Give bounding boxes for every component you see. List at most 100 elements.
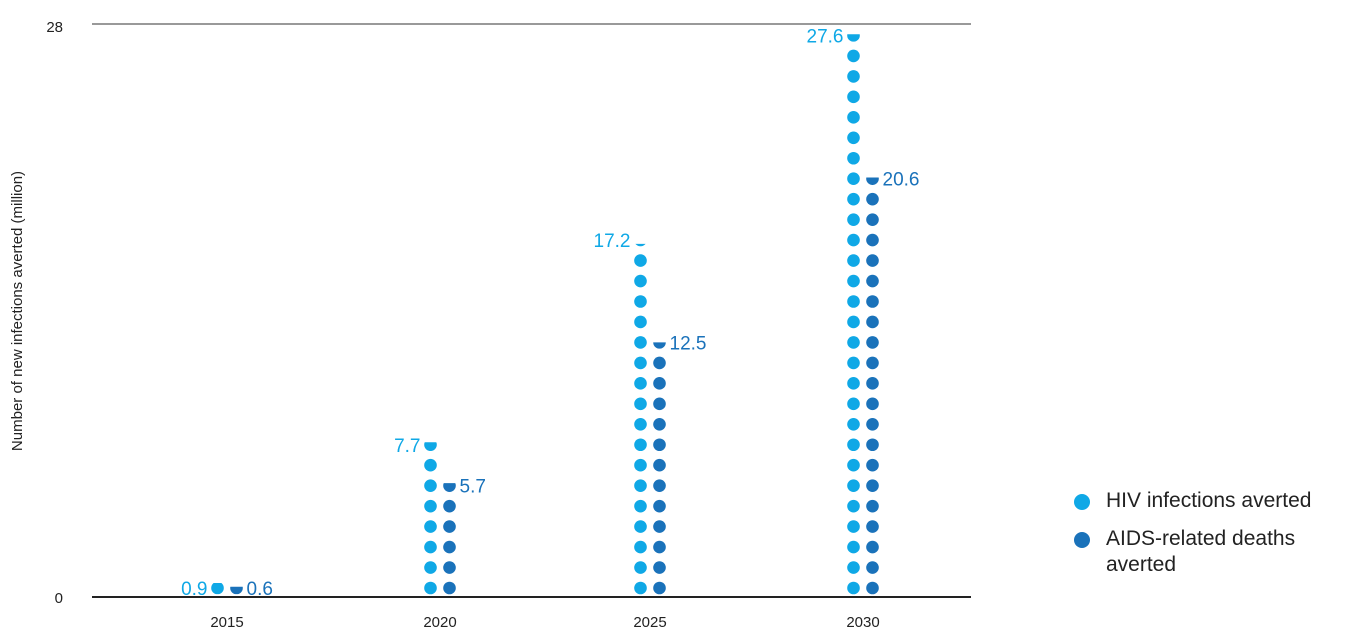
aids-dot <box>866 520 879 533</box>
legend-item-hiv: HIV infections averted <box>1070 488 1366 514</box>
aids-partial-dot <box>443 483 456 492</box>
aids-dot <box>653 499 666 513</box>
hiv-dot <box>634 540 647 554</box>
hiv-value-label: 17.2 <box>594 231 631 252</box>
x-tick-label: 2015 <box>210 614 243 631</box>
aids-dot <box>866 192 879 206</box>
aids-dot <box>653 561 666 574</box>
y-axis-label: Number of new infections averted (millio… <box>9 171 26 451</box>
hiv-partial-dot <box>424 442 437 452</box>
hiv-dot <box>847 438 860 452</box>
aids-dot <box>866 356 879 370</box>
hiv-dot <box>847 111 860 124</box>
hiv-partial-dot <box>635 243 646 247</box>
hiv-dot <box>424 479 437 492</box>
aids-dot <box>866 336 879 349</box>
hiv-dot <box>634 479 647 492</box>
aids-dot <box>443 581 456 595</box>
x-tick-label: 2020 <box>423 614 456 631</box>
aids-dot <box>866 581 879 595</box>
hiv-dot <box>424 458 437 472</box>
hiv-value-label: 7.7 <box>394 436 420 457</box>
aids-value-label: 12.5 <box>670 333 707 354</box>
aids-dot <box>866 540 879 554</box>
aids-value-label: 20.6 <box>883 170 920 191</box>
hiv-dot <box>634 561 647 574</box>
hiv-dot <box>847 131 860 145</box>
hiv-dot <box>847 561 860 574</box>
aids-dot <box>653 438 666 452</box>
hiv-dot <box>847 520 860 533</box>
hiv-dot <box>847 540 860 554</box>
data-dots <box>211 34 879 595</box>
axes: 28 0 Number of new infections averted (m… <box>9 19 971 607</box>
hiv-dot <box>847 315 860 329</box>
hiv-dot <box>634 254 647 267</box>
aids-dot <box>443 520 456 533</box>
hiv-dot <box>847 336 860 349</box>
hiv-dot <box>847 192 860 206</box>
hiv-dot <box>847 274 860 288</box>
hiv-dot <box>847 417 860 431</box>
aids-dot <box>866 295 879 308</box>
hiv-dot <box>847 377 860 390</box>
aids-dot <box>866 479 879 492</box>
hiv-dot <box>634 295 647 308</box>
hiv-dot <box>847 213 860 226</box>
hiv-dot <box>847 458 860 472</box>
hiv-dot <box>847 499 860 513</box>
x-tick-label: 2030 <box>846 614 879 631</box>
y-tick-zero: 0 <box>55 590 63 607</box>
aids-dot <box>866 274 879 288</box>
aids-dot <box>653 377 666 390</box>
x-tick-label: 2025 <box>633 614 666 631</box>
legend-swatch-aids <box>1074 532 1090 548</box>
data-labels: 0.9 0.6 7.7 5.7 17.2 12.5 27.6 20.6 <box>181 26 919 600</box>
hiv-value-label: 0.9 <box>181 579 207 600</box>
aids-partial-dot <box>866 177 879 186</box>
hiv-dot <box>847 295 860 308</box>
aids-dot <box>866 315 879 329</box>
hiv-dot <box>847 151 860 165</box>
hiv-dot <box>847 397 860 411</box>
aids-dot <box>866 233 879 247</box>
aids-dot <box>443 499 456 513</box>
hiv-dot <box>634 315 647 329</box>
x-axis-ticks: 2015 2020 2025 2030 <box>210 614 879 631</box>
hiv-value-label: 27.6 <box>807 26 844 47</box>
aids-dot <box>653 540 666 554</box>
hiv-dot <box>634 336 647 349</box>
hiv-dot <box>634 377 647 390</box>
hiv-dot <box>634 397 647 411</box>
aids-dot <box>653 520 666 533</box>
legend-swatch-hiv <box>1074 494 1090 510</box>
hiv-dot <box>847 479 860 492</box>
hiv-dot <box>424 581 437 595</box>
aids-dot <box>653 479 666 492</box>
hiv-dot <box>424 561 437 574</box>
hiv-dot <box>634 274 647 288</box>
hiv-dot <box>847 233 860 247</box>
aids-dot <box>653 581 666 595</box>
hiv-partial-dot <box>211 582 224 595</box>
hiv-dot <box>847 581 860 595</box>
aids-dot <box>866 397 879 411</box>
legend: HIV infections averted AIDS-related deat… <box>1070 488 1366 590</box>
legend-label-hiv: HIV infections averted <box>1106 489 1312 512</box>
hiv-dot <box>424 520 437 533</box>
aids-dot <box>866 213 879 226</box>
aids-dot <box>443 540 456 554</box>
hiv-dot <box>634 356 647 370</box>
aids-dot <box>866 417 879 431</box>
aids-dot <box>866 377 879 390</box>
hiv-dot <box>634 520 647 533</box>
aids-partial-dot <box>230 586 243 595</box>
hiv-dot <box>847 172 860 186</box>
aids-dot <box>866 254 879 267</box>
aids-dot <box>653 417 666 431</box>
hiv-dot <box>634 438 647 452</box>
aids-dot <box>653 356 666 370</box>
aids-dot <box>443 561 456 574</box>
hiv-dot <box>847 90 860 104</box>
